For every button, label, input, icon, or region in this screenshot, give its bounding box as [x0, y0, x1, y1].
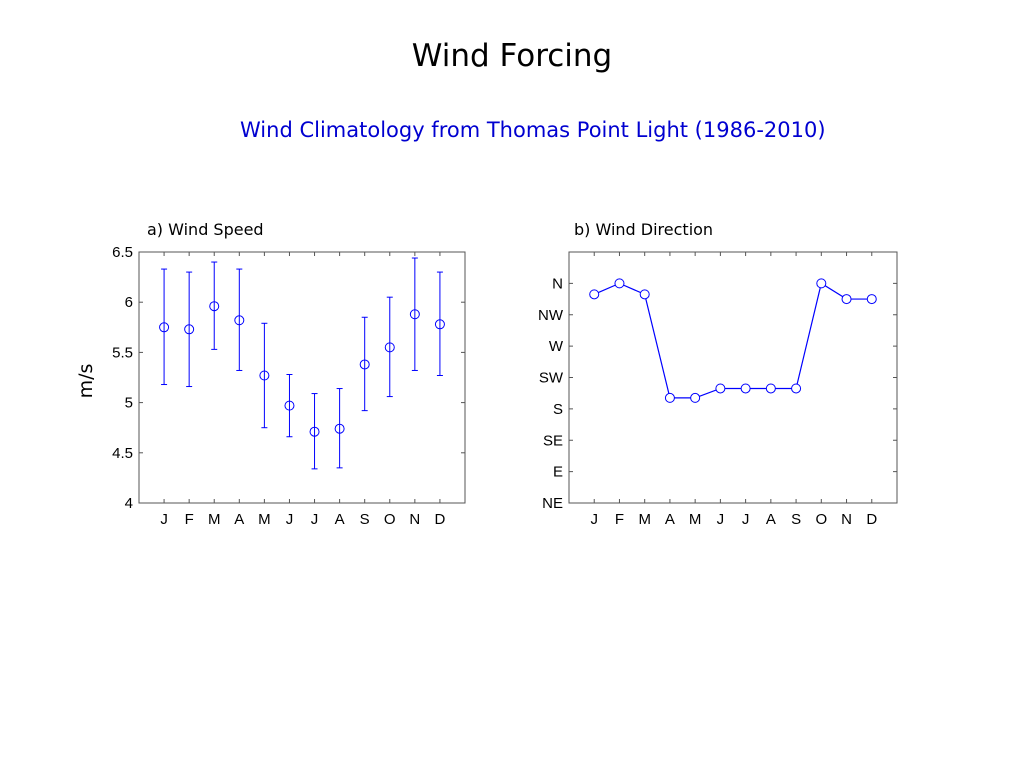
- wind-speed-x-tick-label: A: [234, 511, 244, 528]
- wind-speed-x-tick-label: S: [360, 511, 370, 528]
- wind-speed-x-tick-label: M: [208, 511, 221, 528]
- wind-speed-data-point: [309, 426, 320, 437]
- wind-direction-y-tick-label: W: [549, 338, 564, 355]
- wind-direction-y-tick-label: SE: [543, 432, 563, 449]
- wind-speed-x-tick-label: J: [286, 511, 294, 528]
- wind-direction-x-tick-label: N: [841, 511, 852, 528]
- wind-speed-data-point: [409, 309, 420, 320]
- wind-direction-x-tick-label: D: [866, 511, 877, 528]
- wind-direction-x-tick-label: M: [689, 511, 702, 528]
- wind-speed-data-point: [184, 324, 195, 335]
- wind-direction-data-point: [791, 383, 802, 394]
- wind-direction-data-point: [614, 278, 625, 289]
- wind-speed-x-tick-label: A: [335, 511, 345, 528]
- wind-direction-y-tick-label: S: [553, 401, 563, 418]
- wind-direction-plot-frame: [568, 251, 898, 504]
- wind-speed-data-point: [334, 423, 345, 434]
- wind-speed-x-tick-label: J: [160, 511, 168, 528]
- wind-direction-y-tick-label: N: [552, 275, 563, 292]
- wind-speed-x-tick-label: F: [185, 511, 194, 528]
- wind-direction-y-tick-label: SW: [539, 370, 564, 387]
- wind-direction-x-tick-label: F: [615, 511, 624, 528]
- wind-direction-y-tick-label: NE: [542, 495, 563, 512]
- wind-speed-data-point: [259, 370, 270, 381]
- wind-speed-x-tick-label: D: [435, 511, 446, 528]
- wind-speed-y-tick-label: 4.5: [112, 445, 133, 462]
- wind-direction-series-line: [593, 282, 872, 399]
- wind-direction-x-tick-label: J: [742, 511, 750, 528]
- wind-speed-data-point: [209, 301, 220, 312]
- wind-direction-data-point: [715, 383, 726, 394]
- wind-speed-chart: J F M A M J J A S O N D44.555.566.5: [112, 244, 466, 528]
- wind-direction-x-tick-label: O: [815, 511, 827, 528]
- wind-direction-data-point: [639, 289, 650, 300]
- wind-speed-data-point: [384, 342, 395, 353]
- wind-direction-data-point: [841, 294, 852, 305]
- wind-direction-data-point: [866, 294, 877, 305]
- wind-speed-y-tick-label: 5.5: [112, 344, 133, 361]
- wind-direction-x-tick-label: J: [590, 511, 598, 528]
- wind-direction-y-tick-label: E: [553, 464, 563, 481]
- wind-speed-data-point: [284, 400, 295, 411]
- wind-direction-x-tick-label: J: [717, 511, 725, 528]
- wind-direction-chart-title: b) Wind Direction: [574, 220, 714, 239]
- wind-direction-data-point: [589, 289, 600, 300]
- wind-direction-x-tick-label: A: [766, 511, 776, 528]
- wind-direction-data-point: [816, 278, 827, 289]
- wind-direction-x-tick-label: S: [791, 511, 801, 528]
- wind-speed-plot-frame: [138, 251, 466, 504]
- wind-speed-chart-title: a) Wind Speed: [147, 220, 264, 239]
- wind-speed-x-tick-label: J: [311, 511, 319, 528]
- wind-direction-data-point: [690, 392, 701, 403]
- wind-speed-data-point: [234, 315, 245, 326]
- wind-speed-y-tick-label: 4: [125, 495, 133, 512]
- wind-direction-data-point: [664, 392, 675, 403]
- wind-direction-data-point: [740, 383, 751, 394]
- wind-speed-x-tick-label: N: [409, 511, 420, 528]
- wind-speed-x-tick-label: O: [384, 511, 396, 528]
- wind-direction-x-tick-label: M: [638, 511, 651, 528]
- wind-speed-y-tick-label: 6: [125, 294, 133, 311]
- wind-direction-data-point: [765, 383, 776, 394]
- wind-speed-data-point: [359, 359, 370, 370]
- wind-speed-x-tick-label: M: [258, 511, 271, 528]
- wind-direction-x-tick-label: A: [665, 511, 675, 528]
- wind-speed-y-tick-label: 6.5: [112, 244, 133, 261]
- wind-speed-data-point: [159, 322, 170, 333]
- slide-title: Wind Forcing: [411, 38, 613, 74]
- wind-speed-y-tick-label: 5: [125, 395, 133, 412]
- wind-speed-data-point: [434, 319, 445, 330]
- slide-subtitle: Wind Climatology from Thomas Point Light…: [240, 118, 826, 142]
- wind-direction-y-tick-label: NW: [538, 307, 564, 324]
